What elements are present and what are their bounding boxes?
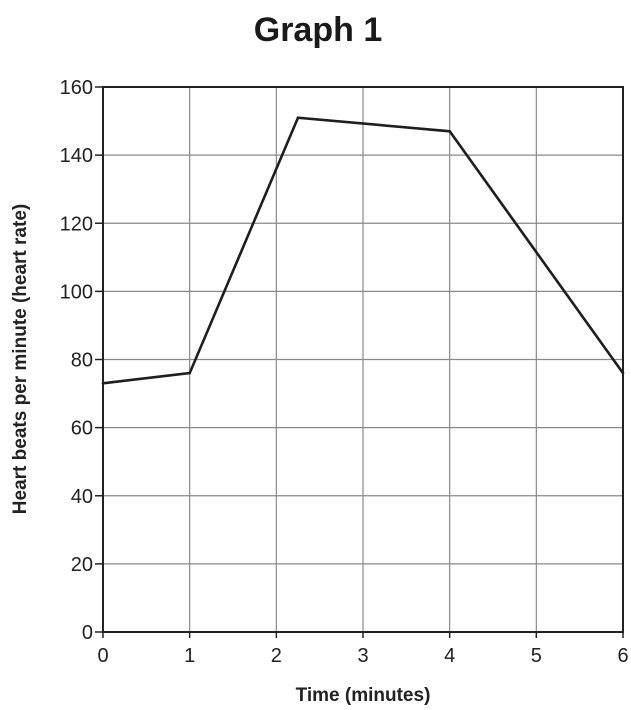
y-tick-label: 40 [71, 486, 93, 508]
data-point [448, 129, 451, 133]
y-tick-label: 120 [60, 213, 93, 235]
x-tick-label: 0 [97, 645, 108, 667]
x-tick-label: 5 [531, 645, 542, 667]
y-tick-label: 80 [71, 350, 93, 372]
data-point [101, 382, 105, 385]
chart-title: Graph 1 [254, 11, 382, 49]
data-point [188, 371, 191, 375]
y-tick-label: 20 [71, 554, 93, 576]
x-tick-label: 2 [271, 645, 282, 667]
y-axis-label: Heart beats per minute (heart rate) [10, 204, 31, 514]
data-point [296, 116, 300, 119]
series-layer [101, 116, 625, 385]
grid-lines [103, 87, 623, 632]
x-axis-ticks: 0 1 2 3 4 5 6 [97, 632, 629, 667]
y-tick-label: 160 [60, 77, 93, 99]
y-tick-label: 100 [60, 281, 93, 303]
data-point [621, 371, 625, 375]
y-tick-label: 60 [71, 418, 93, 440]
x-axis-label: Time (minutes) [296, 685, 431, 706]
x-tick-label: 1 [184, 645, 195, 667]
x-tick-label: 3 [357, 645, 368, 667]
x-tick-label: 4 [444, 645, 455, 667]
y-axis-ticks: 0 20 40 60 80 100 120 140 160 [60, 77, 103, 644]
y-tick-label: 0 [82, 622, 93, 644]
x-tick-label: 6 [617, 645, 628, 667]
y-tick-label: 140 [60, 145, 93, 167]
